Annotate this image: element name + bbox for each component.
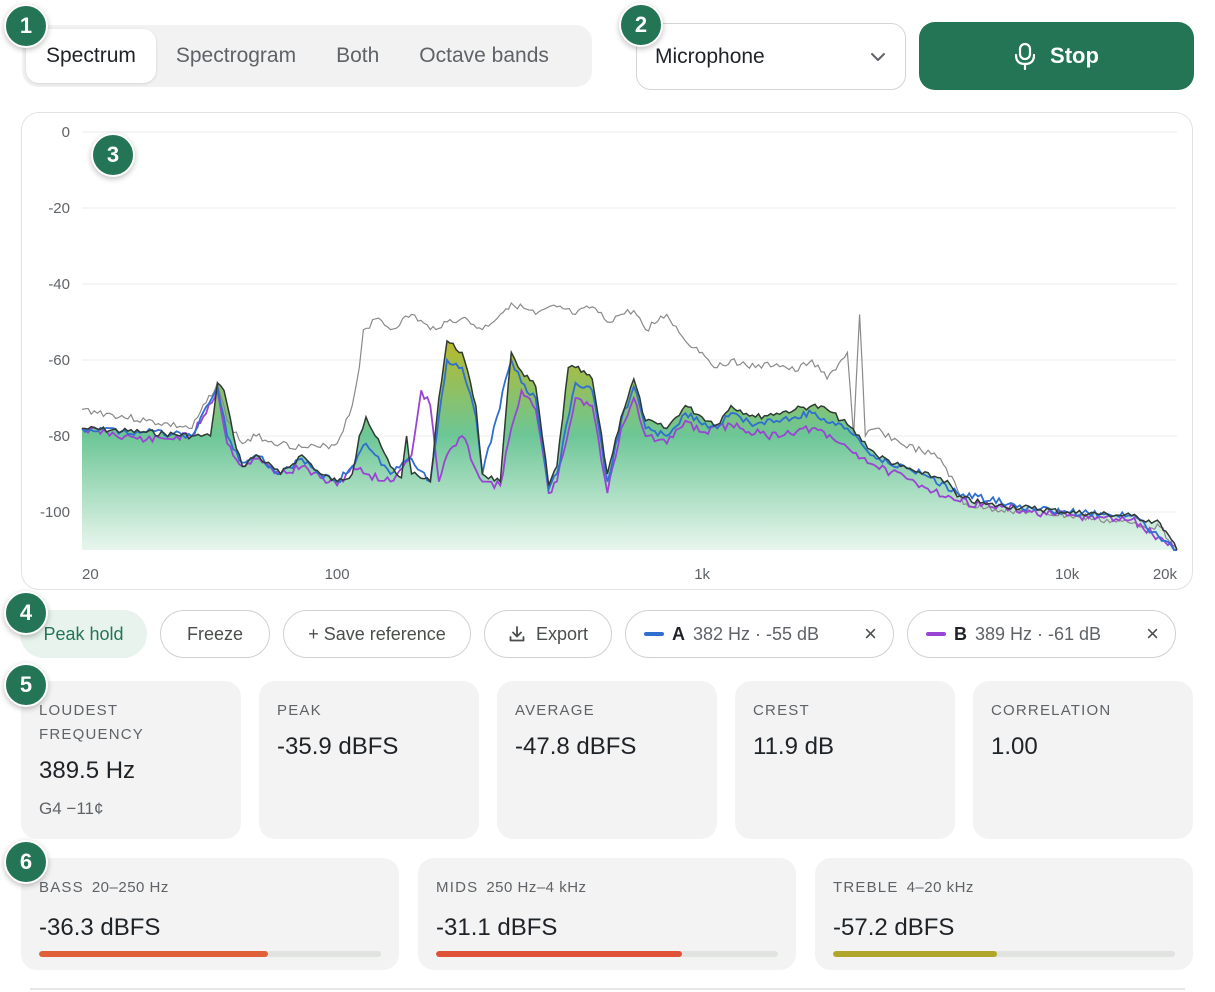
band-meter [39,951,381,957]
cursor-a-swatch [644,632,664,636]
y-tick-label: -20 [48,200,70,217]
stat-value: 11.9 dB [753,733,834,760]
stop-label: Stop [1050,43,1099,68]
stat-average: AVERAGE -47.8 dBFS [497,681,717,839]
stat-correlation: CORRELATION 1.00 [973,681,1193,839]
export-button[interactable]: Export [484,610,612,658]
step-badge-6: 6 [4,840,48,884]
x-tick-label: 1k [694,566,710,583]
live-trace [81,339,1178,551]
stat-loudest-frequency: LOUDEST FREQUENCY 389.5 Hz G4 −11¢ [21,681,241,839]
step-badge-3: 3 [91,133,135,177]
band-meter-fill [436,951,683,957]
stat-label: PEAK [277,702,322,719]
band-meter-fill [39,951,269,957]
band-meter-fill [833,951,998,957]
stat-note: G4 −11¢ [39,799,104,818]
export-label: Export [535,623,589,644]
band-meter [436,951,778,957]
chevron-down-icon [871,52,885,61]
band-heading: BASS 20–250 Hz [39,876,381,900]
stat-label: LOUDEST FREQUENCY [39,702,144,743]
y-tick-label: 0 [62,124,70,141]
step-badge-4: 4 [4,591,48,635]
view-mode-tabs: Spectrum Spectrogram Both Octave bands [22,25,592,87]
cursor-b-label: B [954,623,967,644]
stat-value: 1.00 [991,733,1038,760]
tab-spectrogram[interactable]: Spectrogram [175,44,297,67]
band-value: -57.2 dBFS [833,914,955,941]
stat-value: 389.5 Hz [39,757,136,784]
band-treble: TREBLE 4–20 kHz -57.2 dBFS [815,858,1193,970]
band-label: MIDS [436,879,479,896]
y-tick-label: -40 [48,276,70,293]
step-badge-2: 2 [619,3,663,47]
spectrum-plot: 0 -20 -40 -60 -80 -100 20 100 1k 10k 20k [40,124,1178,583]
stop-button[interactable]: Stop [919,22,1194,90]
band-value: -36.3 dBFS [39,914,161,941]
band-bass: BASS 20–250 Hz -36.3 dBFS [21,858,399,970]
input-source-value: Microphone [655,44,765,68]
tab-both[interactable]: Both [336,44,380,67]
band-meter [833,951,1175,957]
x-tick-label: 10k [1055,566,1080,583]
x-tick-label: 100 [325,566,350,583]
stat-label: AVERAGE [515,702,595,719]
stat-value: -35.9 dBFS [277,733,399,760]
microphone-icon [1014,42,1036,70]
tab-spectrum[interactable]: Spectrum [26,29,156,83]
reference-trace [81,301,1178,551]
input-source-select[interactable]: Microphone [636,23,906,90]
band-range: 250 Hz–4 kHz [486,879,587,896]
spectrum-chart[interactable]: 0 -20 -40 -60 -80 -100 20 100 1k 10k 20k [21,112,1193,590]
x-tick-label: 20k [1153,566,1178,583]
stat-label: CORRELATION [991,702,1112,719]
band-range: 20–250 Hz [91,879,169,896]
band-value: -31.1 dBFS [436,914,558,941]
step-badge-1: 1 [4,4,48,48]
step-badge-5: 5 [4,663,48,707]
band-heading: MIDS 250 Hz–4 kHz [436,876,778,900]
save-reference-button[interactable]: + Save reference [283,610,471,658]
stat-value: -47.8 dBFS [515,733,637,760]
cursor-a-label: A [672,623,685,644]
stat-peak: PEAK -35.9 dBFS [259,681,479,839]
cursor-a-trace [81,356,1177,551]
cursor-a-value: 382 Hz · -55 dB [693,623,820,644]
band-range: 4–20 kHz [906,879,974,896]
y-tick-label: -100 [40,504,70,521]
band-label: TREBLE [833,879,899,896]
divider [30,988,1185,990]
x-tick-label: 20 [82,566,99,583]
cursor-b-value: 389 Hz · -61 dB [975,623,1102,644]
band-mids: MIDS 250 Hz–4 kHz -31.1 dBFS [418,858,796,970]
band-heading: TREBLE 4–20 kHz [833,876,1175,900]
live-spectrum-area [82,341,1177,550]
stat-label: CREST [753,702,810,719]
y-tick-label: -80 [48,428,70,445]
analysis-toolbar: Peak hold Freeze + Save reference Export… [0,610,1215,660]
close-icon[interactable]: × [1146,621,1159,646]
freeze-button[interactable]: Freeze [160,610,270,658]
cursor-b-chip[interactable]: B 389 Hz · -61 dB × [907,610,1176,658]
cursor-b-swatch [926,632,946,636]
y-tick-label: -60 [48,352,70,369]
cursor-a-chip[interactable]: A 382 Hz · -55 dB × [625,610,894,658]
tab-octave-bands[interactable]: Octave bands [419,44,549,67]
close-icon[interactable]: × [864,621,877,646]
band-label: BASS [39,879,84,896]
stat-crest: CREST 11.9 dB [735,681,955,839]
download-icon [509,626,525,642]
